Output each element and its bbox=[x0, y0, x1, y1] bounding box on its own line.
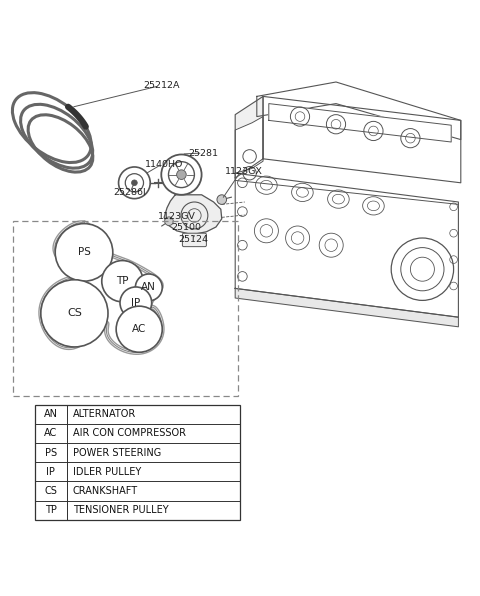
Circle shape bbox=[120, 287, 152, 319]
Text: 1123GX: 1123GX bbox=[225, 167, 263, 176]
Circle shape bbox=[41, 280, 108, 347]
Polygon shape bbox=[257, 82, 461, 139]
Text: 25124: 25124 bbox=[179, 235, 208, 244]
Circle shape bbox=[217, 195, 227, 204]
Text: 1140HO: 1140HO bbox=[145, 160, 183, 169]
Text: AC: AC bbox=[44, 429, 58, 439]
Text: 25212A: 25212A bbox=[143, 81, 180, 91]
Text: TP: TP bbox=[45, 505, 57, 515]
Text: CS: CS bbox=[67, 308, 82, 318]
Text: PS: PS bbox=[45, 448, 57, 458]
Text: TP: TP bbox=[116, 276, 129, 286]
Text: AC: AC bbox=[132, 324, 146, 334]
Text: IP: IP bbox=[47, 467, 55, 477]
FancyBboxPatch shape bbox=[182, 233, 206, 247]
Text: AN: AN bbox=[142, 283, 156, 293]
Circle shape bbox=[135, 274, 162, 301]
Polygon shape bbox=[269, 104, 451, 142]
Polygon shape bbox=[235, 288, 458, 327]
Circle shape bbox=[55, 224, 113, 281]
Text: AN: AN bbox=[44, 409, 58, 419]
Text: ALTERNATOR: ALTERNATOR bbox=[73, 409, 136, 419]
Circle shape bbox=[132, 180, 137, 186]
Text: 25281: 25281 bbox=[189, 148, 219, 157]
Text: AIR CON COMPRESSOR: AIR CON COMPRESSOR bbox=[73, 429, 186, 439]
Polygon shape bbox=[263, 97, 461, 183]
Text: 1123GV: 1123GV bbox=[157, 212, 195, 221]
Text: IP: IP bbox=[131, 298, 141, 308]
Text: PS: PS bbox=[78, 247, 90, 257]
Polygon shape bbox=[235, 97, 263, 178]
Polygon shape bbox=[235, 173, 458, 317]
Text: IDLER PULLEY: IDLER PULLEY bbox=[73, 467, 141, 477]
Text: 25100: 25100 bbox=[171, 223, 202, 232]
Text: CS: CS bbox=[45, 486, 57, 496]
Circle shape bbox=[165, 217, 173, 225]
Text: 25286I: 25286I bbox=[114, 188, 146, 197]
Circle shape bbox=[116, 306, 162, 352]
Text: TENSIONER PULLEY: TENSIONER PULLEY bbox=[73, 505, 168, 515]
Polygon shape bbox=[164, 195, 222, 235]
Circle shape bbox=[177, 170, 186, 179]
Circle shape bbox=[102, 260, 143, 302]
Text: POWER STEERING: POWER STEERING bbox=[73, 448, 161, 458]
Text: CRANKSHAFT: CRANKSHAFT bbox=[73, 486, 138, 496]
FancyBboxPatch shape bbox=[35, 405, 240, 520]
Polygon shape bbox=[235, 117, 263, 173]
